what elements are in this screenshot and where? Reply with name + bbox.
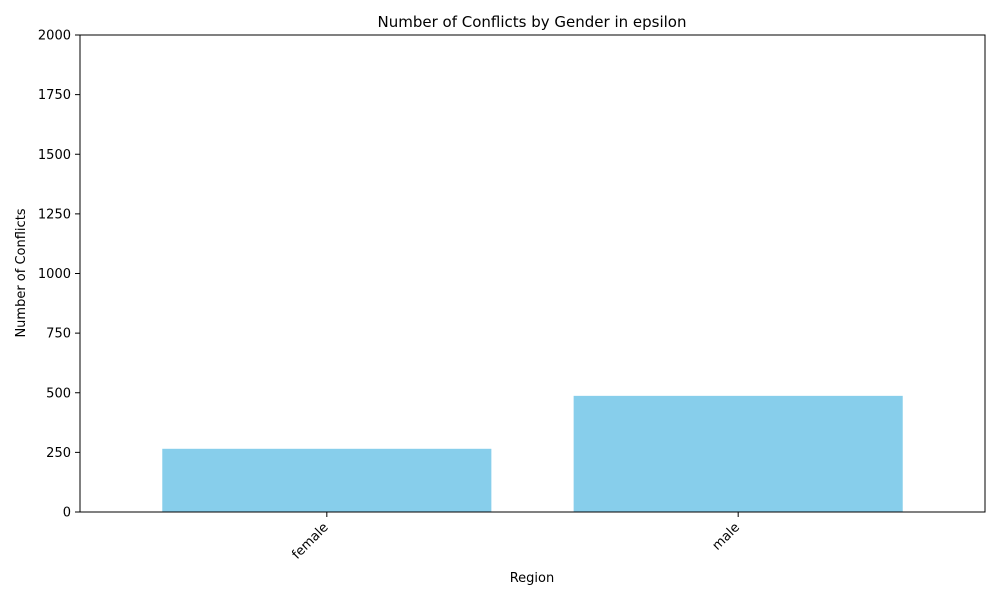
y-tick-label: 250 (46, 446, 71, 461)
y-tick-label: 500 (46, 386, 71, 401)
bar-male (573, 395, 903, 512)
bars-group (162, 395, 903, 512)
y-tick-label: 1750 (38, 88, 71, 103)
y-axis-ticks: 0 250 500 750 1000 1250 1500 1750 2000 (38, 29, 80, 521)
y-tick-label: 750 (46, 327, 71, 342)
y-axis-label: Number of Conflicts (14, 208, 29, 337)
bar-female (162, 448, 492, 512)
chart-title: Number of Conflicts by Gender in epsilon (378, 13, 687, 31)
y-tick-label: 1250 (38, 207, 71, 222)
plot-area-frame (79, 34, 986, 513)
y-tick-label: 1500 (38, 148, 71, 163)
x-tick-label-male: male (710, 520, 743, 553)
y-tick-label: 0 (63, 506, 71, 521)
y-tick-label: 1000 (38, 267, 71, 282)
x-tick-label-female: female (289, 520, 331, 562)
x-axis-label: Region (510, 571, 555, 586)
y-tick-label: 2000 (38, 29, 71, 44)
x-axis-ticks: female male (289, 512, 743, 563)
